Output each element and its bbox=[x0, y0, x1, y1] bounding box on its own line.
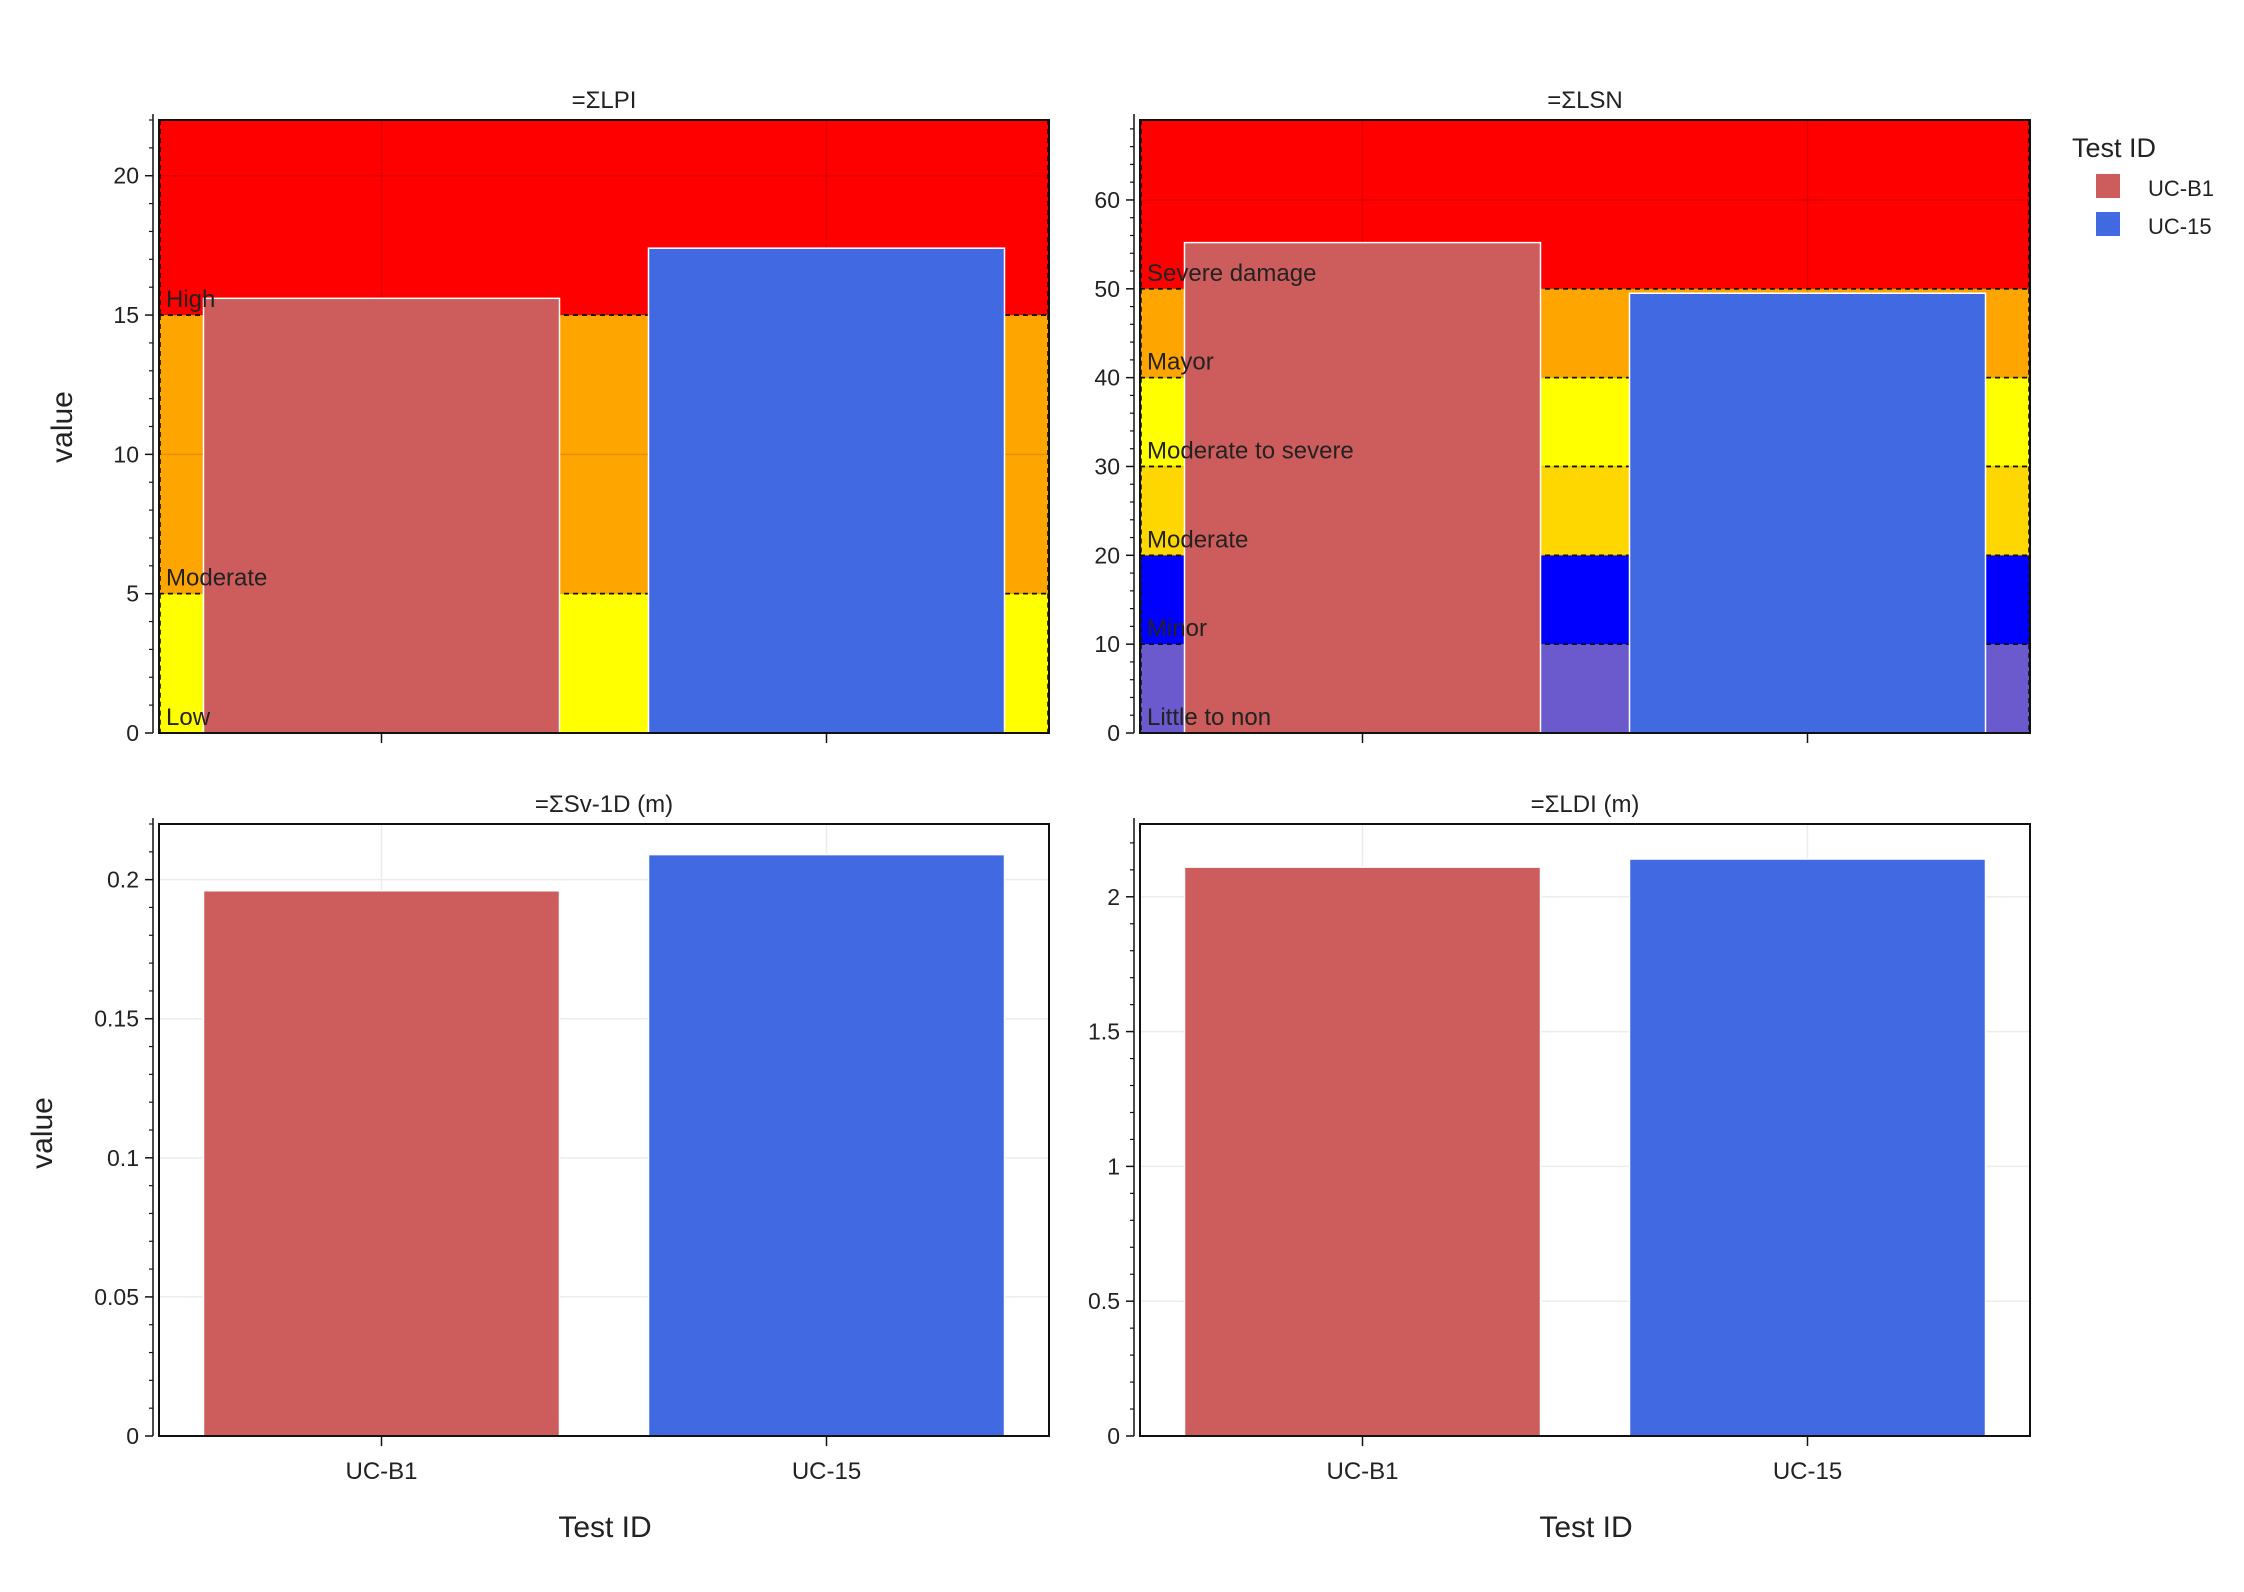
subplot-title-lpi: =ΣLPI bbox=[572, 87, 637, 114]
y-tick-label-lsn-4: 40 bbox=[1094, 365, 1120, 391]
y-tick-label-lpi-3: 15 bbox=[113, 302, 139, 328]
y-tick-label-lsn-0: 0 bbox=[1107, 720, 1120, 746]
y-axis-label-top: value bbox=[46, 391, 79, 463]
band-label-lpi-0: Low bbox=[166, 704, 211, 731]
y-tick-label-lsn-2: 20 bbox=[1094, 542, 1120, 568]
y-tick-label-lpi-1: 5 bbox=[126, 581, 139, 607]
x-tick-label-ldi-0: UC-B1 bbox=[1326, 1458, 1398, 1485]
legend: Test ID UC-B1 UC-15 bbox=[2072, 133, 2214, 239]
y-tick-label-sv1d-4: 0.2 bbox=[107, 867, 139, 893]
subplot-lpi: Low Moderate High 0 5 10 15 20 =ΣLPI bbox=[113, 87, 1050, 746]
subplot-title-lsn: =ΣLSN bbox=[1547, 87, 1623, 114]
y-tick-label-sv1d-2: 0.1 bbox=[107, 1145, 139, 1171]
band-label-lpi-2: High bbox=[166, 286, 215, 313]
band-label-lsn-5: Severe damage bbox=[1147, 260, 1316, 287]
y-tick-label-lsn-3: 30 bbox=[1094, 453, 1120, 479]
y-tick-label-ldi-4: 2 bbox=[1107, 884, 1120, 910]
y-tick-label-lpi-4: 20 bbox=[113, 163, 139, 189]
y-tick-label-lsn-1: 10 bbox=[1094, 631, 1120, 657]
plot-frame-lsn bbox=[1139, 119, 2031, 734]
x-tick-label-sv1d-1: UC-15 bbox=[792, 1458, 861, 1485]
plot-frame-sv1d bbox=[158, 823, 1050, 1437]
plot-frame-ldi bbox=[1139, 823, 2031, 1437]
y-tick-label-ldi-0: 0 bbox=[1107, 1423, 1120, 1449]
band-label-lsn-3: Moderate to severe bbox=[1147, 437, 1354, 464]
bar-lpi-uc-b1 bbox=[202, 297, 561, 734]
plot-frame-lpi bbox=[158, 119, 1050, 734]
subplot-lsn: Little to non Minor Moderate Moderate to se… bbox=[1094, 87, 2031, 746]
y-tick-label-sv1d-0: 0 bbox=[126, 1423, 139, 1449]
y-tick-label-lsn-6: 60 bbox=[1094, 187, 1120, 213]
legend-swatch-uc-15 bbox=[2096, 212, 2120, 236]
bar-lsn-uc-15 bbox=[1628, 292, 1987, 734]
band-label-lsn-1: Minor bbox=[1147, 615, 1207, 642]
y-tick-label-sv1d-3: 0.15 bbox=[94, 1006, 139, 1032]
band-label-lpi-1: Moderate bbox=[166, 565, 267, 592]
y-tick-label-sv1d-1: 0.05 bbox=[94, 1284, 139, 1310]
bar-lsn-uc-b1 bbox=[1183, 241, 1542, 734]
subplot-ldi: 0 0.5 1 1.5 2 UC-B1 UC-15 =ΣLDI (m) bbox=[1088, 791, 2031, 1485]
legend-label-uc-b1: UC-B1 bbox=[2148, 176, 2214, 201]
x-tick-label-ldi-1: UC-15 bbox=[1773, 1458, 1842, 1485]
bar-sv1d-uc-b1 bbox=[202, 890, 561, 1437]
legend-label-uc-15: UC-15 bbox=[2148, 214, 2212, 239]
y-tick-label-lpi-0: 0 bbox=[126, 720, 139, 746]
subplot-sv1d: 0 0.05 0.1 0.15 0.2 UC-B1 UC-15 =ΣSv-1D (m) bbox=[94, 791, 1050, 1485]
y-tick-label-ldi-3: 1.5 bbox=[1088, 1019, 1120, 1045]
y-tick-label-ldi-1: 0.5 bbox=[1088, 1288, 1120, 1314]
band-label-lsn-2: Moderate bbox=[1147, 526, 1248, 553]
legend-title: Test ID bbox=[2072, 133, 2156, 163]
y-tick-label-ldi-2: 1 bbox=[1107, 1153, 1120, 1179]
bar-ldi-uc-15 bbox=[1628, 858, 1987, 1437]
subplot-title-ldi: =ΣLDI (m) bbox=[1531, 791, 1640, 818]
legend-swatch-uc-b1 bbox=[2096, 174, 2120, 198]
x-tick-label-sv1d-0: UC-B1 bbox=[345, 1458, 417, 1485]
bar-ldi-uc-b1 bbox=[1183, 866, 1542, 1437]
y-tick-label-lsn-5: 50 bbox=[1094, 276, 1120, 302]
y-axis-label-bottom: value bbox=[26, 1097, 59, 1169]
x-axis-label-left: Test ID bbox=[558, 1511, 651, 1544]
y-tick-label-lpi-2: 10 bbox=[113, 441, 139, 467]
subplot-title-sv1d: =ΣSv-1D (m) bbox=[535, 791, 673, 818]
x-axis-label-right: Test ID bbox=[1539, 1511, 1632, 1544]
bar-lpi-uc-15 bbox=[647, 247, 1006, 734]
band-label-lsn-0: Little to non bbox=[1147, 704, 1271, 731]
bar-sv1d-uc-15 bbox=[647, 853, 1006, 1437]
band-label-lsn-4: Mayor bbox=[1147, 349, 1214, 376]
